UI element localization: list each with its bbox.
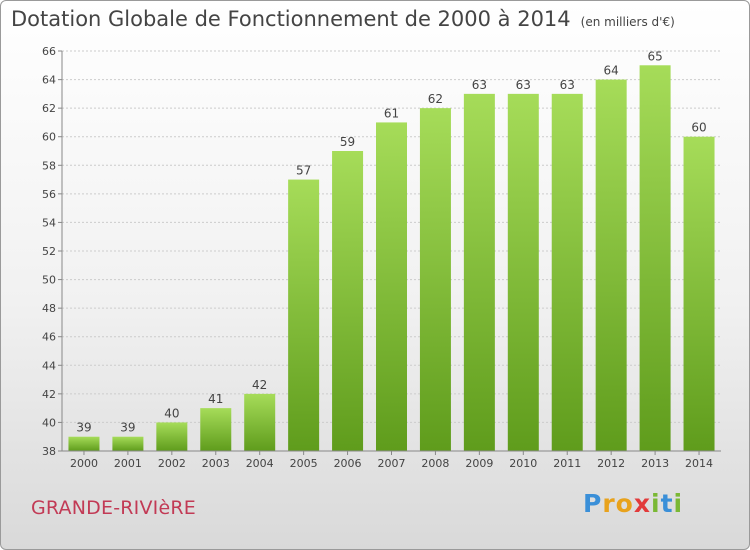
bar xyxy=(595,79,627,452)
y-tick-label: 48 xyxy=(42,302,56,315)
x-tick-label: 2013 xyxy=(641,457,669,470)
logo-letter: i xyxy=(651,489,661,518)
data-label: 63 xyxy=(560,78,575,92)
bar xyxy=(639,65,671,452)
x-tick-label: 2001 xyxy=(114,457,142,470)
x-tick-label: 2014 xyxy=(685,457,713,470)
bar xyxy=(288,179,320,452)
x-tick-label: 2002 xyxy=(158,457,186,470)
y-tick-label: 62 xyxy=(42,102,56,115)
bar xyxy=(683,136,715,451)
logo-letter: i xyxy=(673,489,684,518)
data-label: 63 xyxy=(472,78,487,92)
logo-letter: x xyxy=(633,489,651,518)
data-label: 39 xyxy=(76,421,91,435)
y-tick-label: 54 xyxy=(42,216,56,229)
chart-title: Dotation Globale de Fonctionnement de 20… xyxy=(11,7,675,31)
y-tick-label: 56 xyxy=(42,188,56,201)
data-label: 65 xyxy=(647,49,662,63)
data-label: 40 xyxy=(164,406,179,420)
data-label: 62 xyxy=(428,92,443,106)
data-label: 42 xyxy=(252,378,267,392)
x-tick-label: 2010 xyxy=(509,457,537,470)
proxiti-logo: Proxiti xyxy=(583,489,683,518)
logo-letter: r xyxy=(602,489,616,518)
data-label: 41 xyxy=(208,392,223,406)
data-label: 59 xyxy=(340,135,355,149)
x-tick-label: 2000 xyxy=(70,457,98,470)
bar xyxy=(551,93,583,451)
data-label: 39 xyxy=(120,421,135,435)
y-tick-label: 46 xyxy=(42,331,56,344)
logo-letter: t xyxy=(660,489,674,518)
y-tick-label: 44 xyxy=(42,359,56,372)
x-tick-label: 2005 xyxy=(290,457,318,470)
x-tick-label: 2009 xyxy=(465,457,493,470)
bar xyxy=(244,393,276,451)
y-tick-label: 60 xyxy=(42,131,56,144)
x-tick-label: 2006 xyxy=(334,457,362,470)
x-tick-label: 2012 xyxy=(597,457,625,470)
x-tick-label: 2011 xyxy=(553,457,581,470)
bar xyxy=(376,122,407,451)
y-tick-label: 40 xyxy=(42,416,56,429)
y-tick-label: 66 xyxy=(42,45,56,58)
y-tick-label: 38 xyxy=(42,445,56,458)
bar xyxy=(332,151,364,451)
title-text: Dotation Globale de Fonctionnement de 20… xyxy=(11,7,571,31)
bar xyxy=(463,93,495,451)
data-label: 60 xyxy=(691,121,706,135)
data-label: 61 xyxy=(384,106,399,120)
bar xyxy=(68,436,100,451)
x-tick-label: 2007 xyxy=(378,457,406,470)
y-tick-label: 50 xyxy=(42,274,56,287)
data-label: 57 xyxy=(296,164,311,178)
y-tick-label: 52 xyxy=(42,245,56,258)
bar xyxy=(507,93,539,451)
logo-letter: P xyxy=(583,489,603,518)
x-tick-label: 2008 xyxy=(421,457,449,470)
data-label: 63 xyxy=(516,78,531,92)
y-tick-label: 42 xyxy=(42,388,56,401)
bar xyxy=(419,108,451,452)
x-tick-label: 2004 xyxy=(246,457,274,470)
logo-letter: o xyxy=(615,489,634,518)
commune-name: GRANDE-RIVIèRE xyxy=(31,497,196,519)
x-tick-label: 2003 xyxy=(202,457,230,470)
y-tick-label: 58 xyxy=(42,159,56,172)
unit-label: (en milliers d'€) xyxy=(580,15,675,29)
data-label: 64 xyxy=(604,64,619,78)
y-tick-label: 64 xyxy=(42,74,56,87)
bar xyxy=(112,436,144,451)
bar xyxy=(156,422,188,451)
bar xyxy=(200,408,232,451)
